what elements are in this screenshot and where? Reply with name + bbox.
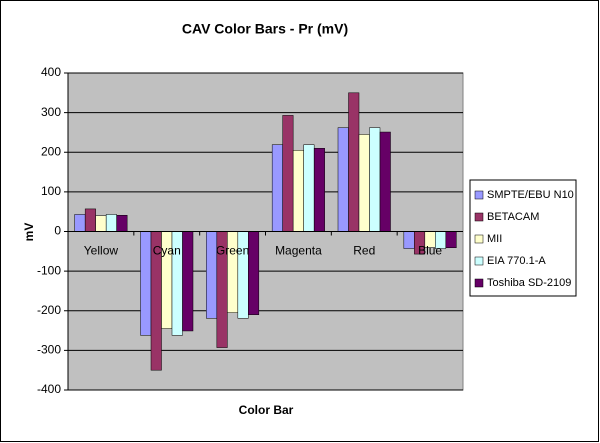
- y-tick-label: -100: [37, 263, 61, 277]
- bar: [84, 208, 96, 232]
- bar: [248, 231, 260, 315]
- legend-swatch: [474, 278, 484, 288]
- y-tick-label: -200: [37, 303, 61, 317]
- bar: [358, 134, 370, 232]
- legend-label: Toshiba SD-2109: [487, 277, 571, 289]
- bar: [116, 215, 128, 232]
- bar: [271, 144, 283, 232]
- bar: [182, 231, 194, 332]
- y-axis-title: mV: [22, 223, 36, 242]
- bar: [105, 214, 117, 232]
- x-tick-label: Magenta: [275, 244, 322, 258]
- legend-label: SMPTE/EBU N10: [487, 189, 574, 201]
- x-axis-title: Color Bar: [239, 403, 294, 417]
- legend-label: BETACAM: [487, 211, 539, 223]
- bar: [445, 231, 457, 248]
- x-tick-label: Red: [353, 244, 375, 258]
- x-tick-label: Green: [216, 244, 249, 258]
- bar: [303, 144, 315, 232]
- bar: [348, 92, 360, 232]
- bar: [313, 148, 325, 232]
- legend-swatch: [474, 212, 484, 222]
- legend-swatch: [474, 234, 484, 244]
- y-tick-label: 100: [41, 184, 61, 198]
- y-tick-label: -400: [37, 382, 61, 396]
- y-tick-label: -300: [37, 343, 61, 357]
- bar: [95, 215, 107, 232]
- y-tick-label: 300: [41, 105, 61, 119]
- bar: [403, 231, 415, 249]
- bar: [292, 150, 304, 232]
- bar: [369, 127, 381, 232]
- x-tick-label: Cyan: [153, 244, 181, 258]
- bar: [140, 231, 152, 336]
- legend-label: MII: [487, 233, 502, 245]
- legend-box: [469, 179, 577, 297]
- bar: [282, 115, 294, 232]
- x-tick-label: Yellow: [84, 244, 119, 258]
- y-tick-label: 200: [41, 144, 61, 158]
- bar: [337, 127, 349, 232]
- legend-swatch: [474, 256, 484, 266]
- bar: [379, 131, 391, 232]
- y-tick-label: 0: [54, 224, 61, 238]
- x-tick-label: Blue: [418, 244, 442, 258]
- legend-swatch: [474, 190, 484, 200]
- chart-title: CAV Color Bars - Pr (mV): [182, 21, 348, 37]
- y-tick-label: 400: [41, 65, 61, 79]
- bar: [74, 214, 86, 232]
- legend-label: EIA 770.1-A: [487, 255, 546, 267]
